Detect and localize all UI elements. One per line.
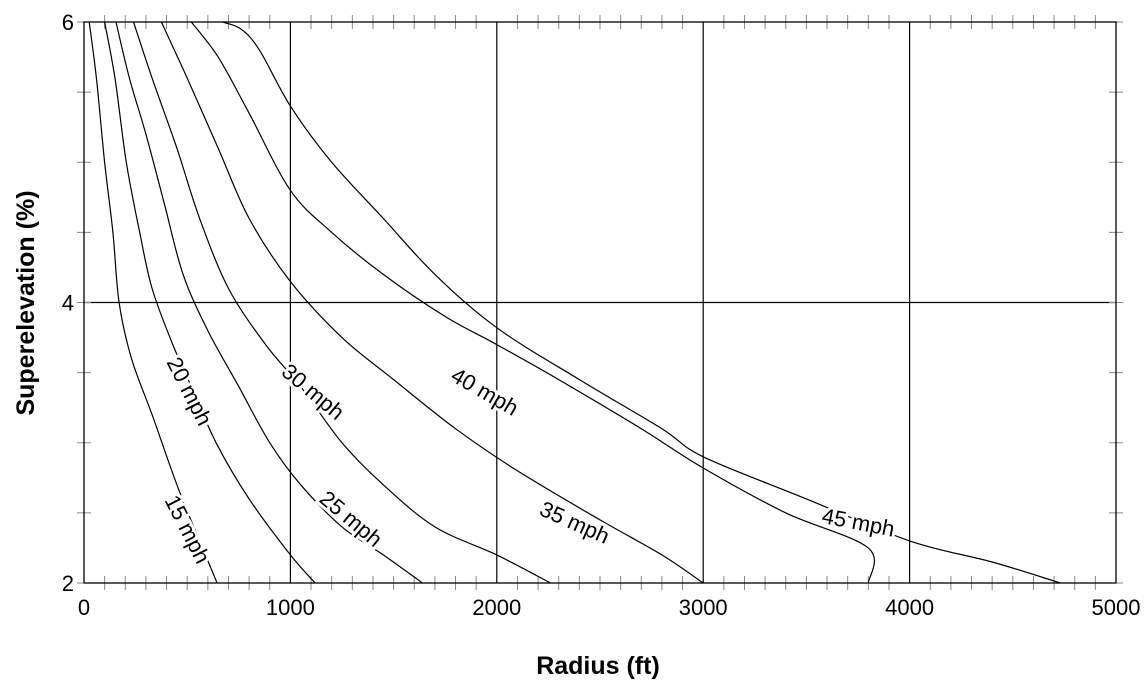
curve-40-mph — [190, 21, 875, 584]
y-tick-label: 4 — [62, 291, 74, 316]
curves — [88, 21, 1061, 584]
curve-label: 40 mph — [447, 362, 523, 420]
x-tick-label: 5000 — [1092, 595, 1141, 620]
curve-45-mph — [222, 21, 1061, 584]
curve-20-mph — [104, 21, 316, 584]
curve-label: 45 mph — [820, 503, 897, 542]
y-tick-label: 6 — [62, 10, 74, 35]
curve-35-mph — [160, 21, 704, 584]
curve-labels: 15 mph 20 mph 25 mph 30 mph 35 mph 40 mph 45 m… — [157, 350, 900, 571]
curve-label: 15 mph — [160, 491, 216, 568]
tick-labels: 0 1000 2000 3000 4000 5000 2 4 6 — [62, 10, 1141, 620]
curve-label: 20 mph — [162, 353, 218, 430]
plot-frame — [83, 21, 1117, 584]
grid — [84, 22, 1116, 583]
x-axis-title: Radius (ft) — [536, 652, 660, 680]
x-tick-label: 1000 — [266, 595, 315, 620]
curve-label: 30 mph — [277, 359, 349, 425]
curve-label: 35 mph — [536, 496, 613, 549]
y-tick-label: 2 — [62, 571, 74, 596]
curve-25-mph — [115, 21, 423, 584]
curve-15-mph — [88, 21, 218, 584]
x-tick-label: 4000 — [885, 595, 934, 620]
x-tick-label: 2000 — [472, 595, 521, 620]
curve-label: 25 mph — [315, 486, 387, 552]
y-axis-title: Superelevation (%) — [12, 190, 40, 415]
curve-30-mph — [132, 21, 551, 584]
x-tick-label: 0 — [78, 595, 90, 620]
x-tick-label: 3000 — [679, 595, 728, 620]
